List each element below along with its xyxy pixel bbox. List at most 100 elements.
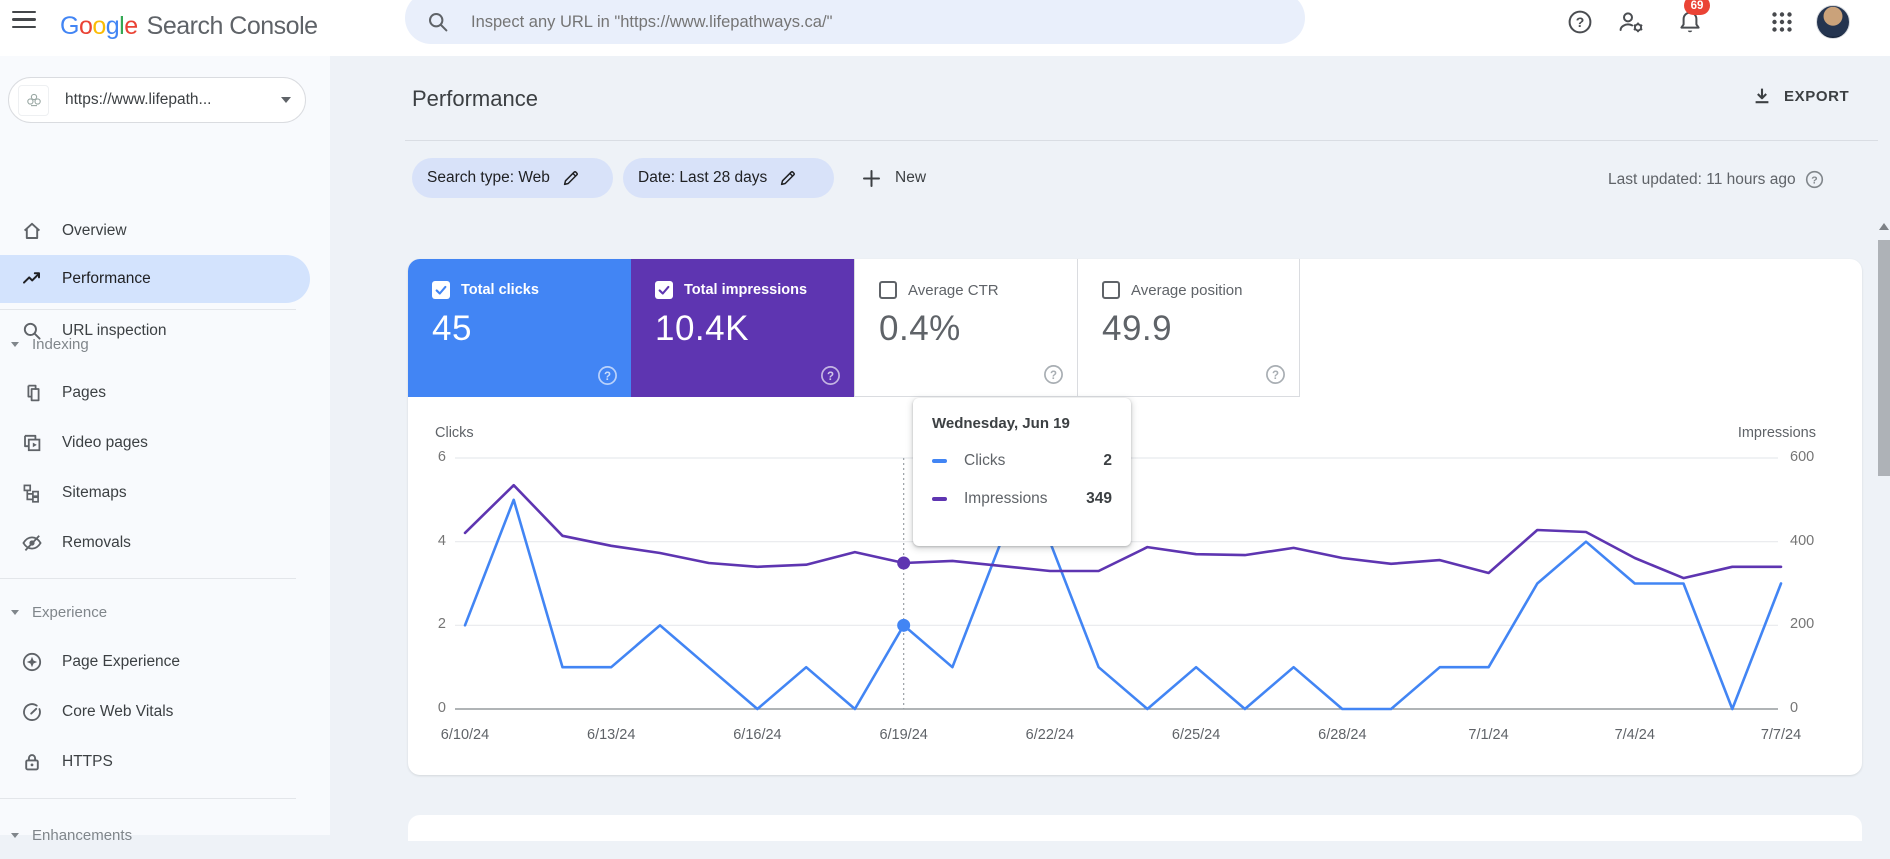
user-gear-icon	[1619, 12, 1643, 33]
apps-launcher-button[interactable]	[1762, 2, 1802, 42]
sidebar-item-sitemaps[interactable]: Sitemaps	[0, 469, 310, 517]
right-axis-tick-label: 0	[1790, 700, 1799, 716]
svg-text:?: ?	[1272, 370, 1279, 382]
x-axis-tick-label: 7/1/24	[1468, 727, 1509, 743]
home-icon	[23, 222, 41, 239]
metric-average-ctr[interactable]: Average CTR 0.4% ?	[854, 259, 1077, 397]
right-axis-title: Impressions	[1737, 425, 1816, 441]
right-axis-tick-label: 600	[1790, 449, 1815, 465]
x-axis-tick-label: 6/10/24	[440, 727, 490, 743]
sidebar: https://www.lifepath... Overview Perform…	[0, 56, 330, 844]
plus-icon	[863, 169, 880, 187]
x-axis-tick-label: 6/28/24	[1318, 727, 1367, 743]
chevron-down-icon	[281, 97, 291, 103]
checkbox-checked-icon[interactable]	[432, 281, 450, 299]
x-axis-tick-label: 7/7/24	[1760, 727, 1802, 743]
sidebar-item-video-pages[interactable]: Video pages	[0, 419, 310, 467]
sidebar-item-performance[interactable]: Performance	[0, 255, 310, 303]
sidebar-section-enhancements[interactable]: Enhancements	[0, 811, 310, 859]
metric-help-icon[interactable]: ?	[597, 365, 618, 386]
svg-text:?: ?	[1811, 174, 1817, 186]
google-logo-text: Google	[60, 12, 138, 40]
search-input[interactable]	[471, 12, 1251, 32]
clicks-line	[463, 498, 1783, 711]
chart-canvas	[455, 457, 1783, 711]
export-button[interactable]: EXPORT	[1752, 86, 1849, 106]
svg-text:?: ?	[604, 371, 611, 383]
product-name: Search Console	[146, 12, 318, 40]
sitemaps-tree-icon	[23, 484, 39, 503]
property-selector[interactable]: https://www.lifepath...	[8, 77, 306, 123]
pages-icon	[27, 384, 40, 402]
info-help-icon[interactable]: ?	[1805, 170, 1824, 189]
user-avatar[interactable]	[1816, 5, 1850, 39]
tooltip-row-clicks: Clicks 2	[932, 452, 1112, 470]
metric-total-clicks[interactable]: Total clicks 45 ?	[408, 259, 631, 397]
metric-value: 49.9	[1102, 309, 1173, 348]
edit-pencil-icon	[563, 171, 578, 186]
svg-text:?: ?	[1050, 370, 1057, 382]
trending-up-icon	[23, 272, 40, 284]
left-axis-tick-label: 4	[437, 532, 446, 549]
checkbox-checked-icon[interactable]	[655, 281, 673, 299]
chart-tooltip: Wednesday, Jun 19 Clicks 2 Impressions 3…	[913, 398, 1131, 546]
notifications-button[interactable]: 69	[1670, 0, 1710, 42]
checkbox-unchecked-icon[interactable]	[1102, 281, 1120, 299]
x-axis-tick-label: 6/13/24	[587, 727, 636, 743]
metric-help-icon[interactable]: ?	[820, 365, 841, 386]
sidebar-item-page-experience[interactable]: Page Experience	[0, 638, 310, 686]
timeseries-chart[interactable]: Clicks Impressions Wednesday, Jun 19 Cli…	[408, 397, 1862, 775]
metric-average-position[interactable]: Average position 49.9 ?	[1077, 259, 1300, 397]
sidebar-item-overview[interactable]: Overview	[0, 207, 310, 255]
sidebar-item-https[interactable]: HTTPS	[0, 738, 310, 786]
x-axis-tick-label: 6/22/24	[1025, 727, 1075, 743]
impressions-legend-dash	[932, 496, 947, 502]
filter-chip-date-range[interactable]: Date: Last 28 days	[623, 158, 834, 198]
user-settings-button[interactable]	[1612, 2, 1652, 42]
collapse-caret-icon	[11, 341, 19, 347]
video-pages-icon	[24, 434, 41, 452]
next-section-card	[408, 815, 1862, 841]
metric-total-impressions[interactable]: Total impressions 10.4K ?	[631, 259, 854, 397]
apps-grid-icon	[1772, 12, 1792, 32]
tooltip-row-impressions: Impressions 349	[932, 490, 1112, 508]
svg-text:?: ?	[1576, 14, 1585, 30]
property-url: https://www.lifepath...	[65, 91, 212, 108]
svg-text:?: ?	[827, 371, 834, 383]
metric-help-icon[interactable]: ?	[1043, 364, 1064, 385]
left-axis-tick-label: 0	[437, 700, 446, 716]
sidebar-item-removals[interactable]: Removals	[0, 519, 310, 567]
help-button[interactable]: ?	[1560, 2, 1600, 42]
vertical-scrollbar-thumb[interactable]	[1878, 240, 1890, 476]
clicks-hover-dot	[897, 618, 911, 632]
filter-chip-search-type[interactable]: Search type: Web	[412, 158, 613, 198]
left-axis-tick-label: 6	[437, 449, 446, 465]
clicks-legend-dash	[932, 458, 947, 464]
hamburger-menu-icon[interactable]	[12, 11, 36, 29]
collapse-caret-icon	[11, 832, 19, 838]
scrollbar-up-arrow[interactable]	[1879, 223, 1889, 230]
app-logo[interactable]: Google Search Console	[60, 12, 318, 41]
metric-help-icon[interactable]: ?	[1265, 364, 1286, 385]
performance-chart-card: Total clicks 45 ? Total impressions 10.4…	[408, 259, 1862, 775]
sidebar-item-core-web-vitals[interactable]: Core Web Vitals	[0, 688, 310, 736]
x-axis-tick-label: 6/16/24	[733, 727, 782, 743]
sidebar-section-indexing[interactable]: Indexing	[0, 320, 310, 368]
new-filter-button[interactable]: New	[854, 158, 934, 198]
page-experience-icon	[22, 652, 42, 672]
sidebar-item-pages[interactable]: Pages	[0, 369, 310, 417]
impressions-line	[463, 483, 1783, 580]
collapse-caret-icon	[11, 609, 19, 615]
eye-off-icon	[22, 535, 42, 552]
left-axis-title: Clicks	[435, 425, 474, 441]
metric-value: 0.4%	[879, 309, 961, 348]
notification-badge: 69	[1684, 0, 1710, 15]
sidebar-section-experience[interactable]: Experience	[0, 588, 310, 636]
x-axis-tick-label: 7/4/24	[1614, 727, 1655, 743]
speedometer-icon	[23, 703, 41, 721]
site-favicon	[18, 84, 49, 116]
sidebar-item-url-inspection[interactable]: URL inspection	[0, 307, 310, 355]
url-inspection-search-bar[interactable]	[405, 0, 1305, 44]
metric-toggle-row: Total clicks 45 ? Total impressions 10.4…	[408, 259, 1300, 397]
checkbox-unchecked-icon[interactable]	[879, 281, 897, 299]
